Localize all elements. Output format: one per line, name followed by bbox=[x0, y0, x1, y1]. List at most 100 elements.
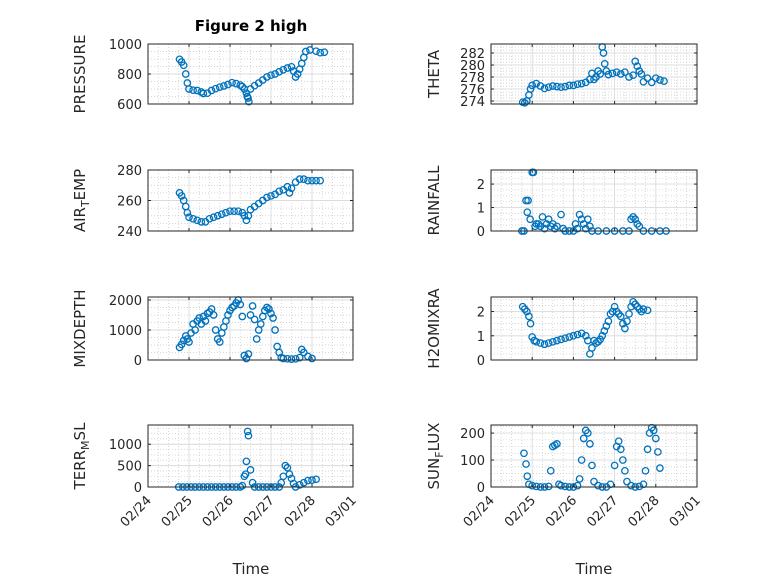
data-point bbox=[246, 311, 255, 319]
data-point bbox=[623, 317, 631, 326]
data-point bbox=[275, 67, 284, 76]
data-point bbox=[561, 482, 570, 491]
data-point bbox=[583, 429, 592, 437]
data-point bbox=[263, 303, 271, 312]
data-point bbox=[536, 82, 545, 90]
data-point bbox=[532, 482, 541, 491]
data-point bbox=[602, 322, 611, 330]
y-axis-label: TERRMSL bbox=[71, 422, 92, 491]
data-point bbox=[287, 62, 296, 71]
data-point bbox=[220, 82, 228, 90]
data-point bbox=[532, 337, 541, 346]
data-point bbox=[308, 354, 316, 363]
data-point bbox=[246, 466, 255, 474]
data-point bbox=[285, 189, 294, 197]
y-tick-label: 1 bbox=[477, 202, 485, 217]
data-point bbox=[548, 220, 557, 228]
data-point bbox=[207, 86, 216, 95]
data-point bbox=[575, 475, 584, 483]
x-tick-label: 02/27 bbox=[241, 493, 278, 530]
subplot-7: 0 500 1000 02/24 02/25 02/26 02/27 02/28 03/01 TE… bbox=[71, 422, 360, 530]
data-point bbox=[287, 184, 296, 193]
data-point bbox=[199, 89, 208, 98]
y-tick-label: 200 bbox=[460, 427, 485, 442]
data-point bbox=[616, 445, 625, 454]
data-point bbox=[604, 70, 613, 79]
y-axis-label: THETA bbox=[425, 49, 443, 99]
data-point bbox=[242, 457, 251, 466]
x-tick-label: 02/24 bbox=[118, 493, 155, 530]
data-point bbox=[285, 470, 294, 479]
data-point bbox=[301, 47, 310, 56]
data-point bbox=[238, 481, 247, 490]
data-point bbox=[308, 176, 316, 185]
data-point bbox=[557, 83, 565, 92]
data-point bbox=[279, 65, 288, 74]
data-point bbox=[623, 477, 631, 486]
data-point bbox=[236, 300, 245, 309]
data-point bbox=[283, 64, 292, 72]
axes-box bbox=[147, 296, 354, 361]
y-axis-label: PRESSURE bbox=[71, 35, 89, 114]
y-tick-label: 276 bbox=[460, 83, 485, 98]
y-axis-label: AIRTEMP bbox=[71, 169, 92, 232]
data-point bbox=[248, 478, 257, 487]
data-point bbox=[553, 82, 561, 91]
data-point bbox=[211, 326, 220, 334]
data-point bbox=[553, 336, 561, 345]
data-point bbox=[244, 350, 253, 358]
data-point bbox=[627, 481, 635, 490]
x-tick-label: 02/26 bbox=[543, 493, 580, 530]
data-point bbox=[526, 85, 535, 93]
data-point bbox=[588, 344, 596, 352]
data-point bbox=[316, 48, 325, 57]
data-point bbox=[577, 79, 586, 88]
data-point bbox=[569, 331, 578, 340]
data-point bbox=[522, 307, 531, 316]
data-point bbox=[252, 335, 261, 343]
data-point bbox=[540, 84, 549, 93]
subplot-4: 0 1 2 RAINFALL bbox=[425, 165, 698, 240]
y-tick-label: 1000 bbox=[109, 324, 142, 339]
data-point bbox=[191, 326, 199, 334]
axes-box bbox=[147, 424, 354, 488]
data-point bbox=[185, 85, 193, 93]
data-point bbox=[316, 176, 325, 185]
data-point bbox=[177, 192, 186, 200]
data-point bbox=[299, 175, 308, 183]
data-point bbox=[614, 437, 623, 446]
data-point bbox=[238, 312, 247, 321]
data-point bbox=[226, 207, 234, 216]
data-point bbox=[520, 98, 529, 107]
data-point bbox=[618, 456, 627, 464]
y-tick-label: 0 bbox=[477, 225, 485, 240]
data-point bbox=[604, 317, 613, 326]
data-point bbox=[540, 340, 549, 349]
data-point bbox=[600, 327, 609, 335]
data-point bbox=[244, 431, 253, 440]
data-point bbox=[295, 175, 304, 183]
subplot-8: 0 100 200 02/24 02/25 02/26 02/27 02/28 03/01 SUN… bbox=[425, 423, 704, 531]
x-tick-label: 02/25 bbox=[502, 493, 539, 530]
data-point bbox=[222, 208, 230, 217]
data-point bbox=[308, 476, 316, 485]
x-tick-label: 03/01 bbox=[667, 493, 704, 530]
data-point bbox=[224, 311, 232, 319]
y-tick-label: 274 bbox=[460, 95, 485, 110]
data-point bbox=[588, 461, 596, 470]
data-point bbox=[275, 187, 284, 196]
subplot-5: 0 1000 2000 MIXDEPTH bbox=[71, 289, 354, 369]
data-point bbox=[279, 354, 288, 363]
data-point bbox=[293, 70, 302, 78]
data-point bbox=[590, 477, 598, 486]
data-point bbox=[586, 440, 594, 448]
data-point bbox=[569, 81, 578, 90]
data-point bbox=[618, 319, 627, 328]
data-point bbox=[536, 339, 545, 347]
data-point bbox=[177, 340, 186, 349]
data-point bbox=[544, 482, 553, 491]
data-point bbox=[643, 74, 652, 83]
